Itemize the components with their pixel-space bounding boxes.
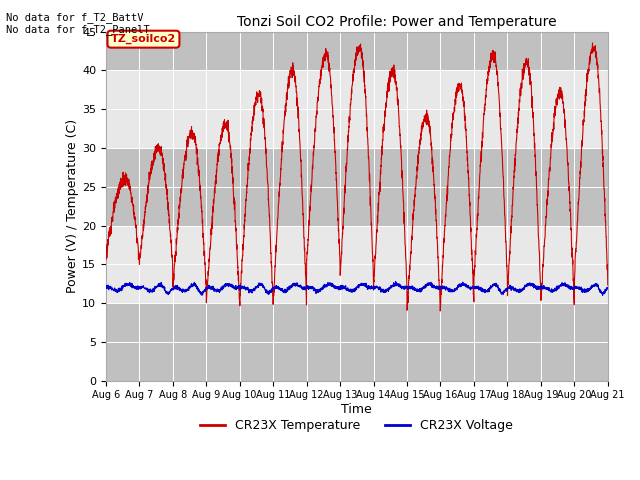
- Text: TZ_soilco2: TZ_soilco2: [111, 34, 176, 44]
- Bar: [106, 226, 608, 303]
- Bar: [106, 71, 608, 148]
- Bar: [106, 148, 608, 226]
- Bar: [106, 303, 608, 381]
- Text: No data for f_T2_PanelT: No data for f_T2_PanelT: [6, 24, 150, 35]
- X-axis label: Time: Time: [341, 403, 372, 416]
- Bar: [106, 32, 608, 71]
- Text: No data for f_T2_BattV: No data for f_T2_BattV: [6, 12, 144, 23]
- Legend: CR23X Temperature, CR23X Voltage: CR23X Temperature, CR23X Voltage: [195, 414, 518, 437]
- Y-axis label: Power (V) / Temperature (C): Power (V) / Temperature (C): [66, 119, 79, 293]
- Title: Tonzi Soil CO2 Profile: Power and Temperature: Tonzi Soil CO2 Profile: Power and Temper…: [237, 15, 557, 29]
